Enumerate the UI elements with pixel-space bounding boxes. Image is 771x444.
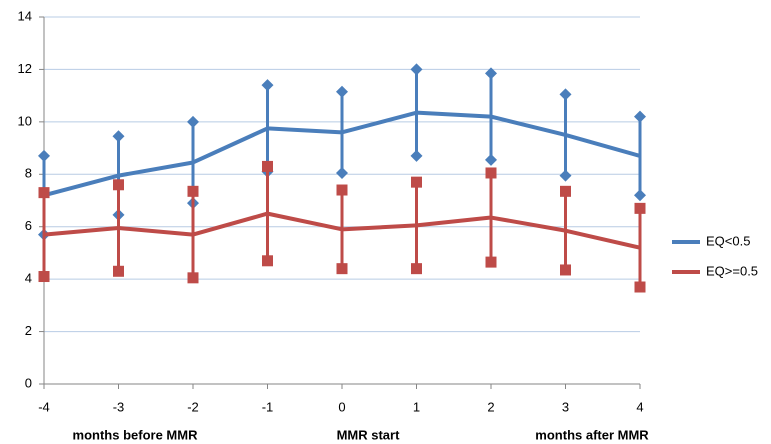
y-tick-label: 6 bbox=[25, 218, 32, 233]
error-cap bbox=[634, 202, 646, 214]
error-cap bbox=[187, 272, 199, 284]
error-cap bbox=[336, 184, 348, 196]
error-cap bbox=[485, 153, 497, 166]
y-tick-label: 12 bbox=[18, 61, 32, 76]
error-cap bbox=[38, 187, 50, 199]
error-cap bbox=[560, 185, 571, 197]
y-tick-label: 4 bbox=[25, 271, 32, 286]
x-tick-label: -3 bbox=[113, 399, 125, 414]
x-tick-label: 4 bbox=[636, 399, 643, 414]
error-cap bbox=[113, 179, 124, 191]
error-cap bbox=[261, 79, 274, 92]
error-cap bbox=[559, 88, 572, 101]
series-line bbox=[43, 110, 641, 198]
x-tick-label: 1 bbox=[413, 399, 420, 414]
error-cap bbox=[634, 189, 646, 202]
error-cap bbox=[38, 149, 50, 162]
x-tick-label: -4 bbox=[38, 399, 50, 414]
error-cap bbox=[112, 130, 125, 143]
error-cap bbox=[262, 160, 273, 172]
annotation: months before MMR bbox=[73, 427, 199, 442]
error-cap bbox=[634, 281, 646, 293]
error-cap bbox=[38, 271, 50, 283]
y-tick-label: 8 bbox=[25, 166, 32, 181]
error-cap bbox=[262, 255, 273, 267]
y-tick-label: 0 bbox=[25, 375, 32, 390]
legend-label: EQ<0.5 bbox=[706, 233, 750, 248]
error-cap bbox=[411, 263, 422, 275]
error-cap bbox=[485, 256, 497, 268]
series-line bbox=[43, 211, 641, 250]
error-cap bbox=[559, 169, 572, 182]
error-cap bbox=[336, 166, 348, 179]
error-cap bbox=[336, 85, 348, 98]
x-tick-label: 2 bbox=[487, 399, 494, 414]
x-tick-label: -2 bbox=[187, 399, 199, 414]
error-cap bbox=[560, 264, 571, 276]
error-cap bbox=[336, 263, 348, 275]
error-cap bbox=[485, 67, 497, 80]
annotation: months after MMR bbox=[535, 427, 649, 442]
error-cap bbox=[113, 265, 124, 277]
error-cap bbox=[187, 115, 199, 128]
error-cap bbox=[187, 185, 199, 197]
x-tick-label: 3 bbox=[562, 399, 569, 414]
error-cap bbox=[410, 149, 423, 162]
error-cap bbox=[485, 167, 497, 179]
error-cap bbox=[634, 110, 646, 123]
y-tick-label: 14 bbox=[18, 8, 32, 23]
annotation: MMR start bbox=[337, 427, 401, 442]
y-tick-label: 2 bbox=[25, 323, 32, 338]
legend-label: EQ>=0.5 bbox=[706, 263, 758, 278]
error-cap bbox=[411, 176, 422, 188]
y-tick-label: 10 bbox=[18, 113, 32, 128]
x-tick-label: 0 bbox=[338, 399, 345, 414]
error-cap bbox=[410, 63, 423, 76]
x-tick-label: -1 bbox=[262, 399, 274, 414]
